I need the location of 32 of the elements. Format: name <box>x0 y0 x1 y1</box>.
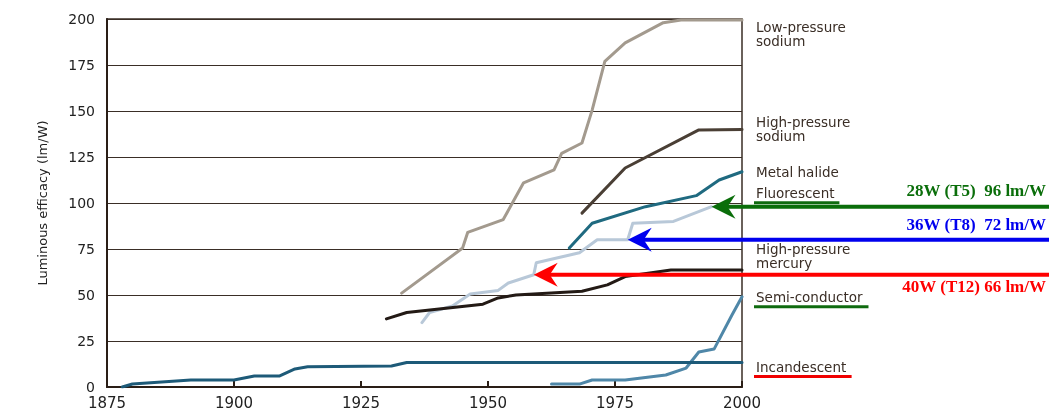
y-tick-label: 200 <box>68 11 95 27</box>
line-series <box>567 170 744 250</box>
x-tick-label: 1900 <box>214 393 254 412</box>
y-tick-label: 150 <box>68 103 95 119</box>
y-tick-label: 50 <box>77 287 95 303</box>
series-label: Metal halide <box>756 163 839 180</box>
series-label: High-pressure sodium <box>756 114 851 145</box>
y-tick-label: 25 <box>77 333 95 349</box>
line-series <box>550 295 744 386</box>
line-series <box>400 18 744 295</box>
y-axis-title: Luminous efficacy (lm/W) <box>35 120 50 286</box>
y-tick-label: 175 <box>68 57 95 73</box>
x-tick-label: 1950 <box>468 393 508 412</box>
series-label: Incandescent <box>756 358 847 375</box>
y-tick-label: 0 <box>86 379 95 395</box>
text: 36W (T8) 72 lm/W <box>906 214 1046 234</box>
y-tick-label: 100 <box>68 195 95 211</box>
series-label: Semi-conductor <box>756 288 863 305</box>
line-series <box>580 127 744 215</box>
line-series <box>120 361 744 389</box>
x-tick-label: 1875 <box>87 393 127 412</box>
y-tick-label: 125 <box>68 149 95 165</box>
text: 28W (T5) 96 lm/W <box>906 180 1046 200</box>
line-series <box>384 268 744 321</box>
y-tick-label: 75 <box>77 241 95 257</box>
x-tick-label: 1975 <box>595 393 635 412</box>
x-tick-label: 1925 <box>341 393 381 412</box>
series-label: Low-pressure sodium <box>756 18 846 49</box>
text: Fluorescent <box>756 184 835 201</box>
series-label: High-pressure mercury <box>756 240 851 271</box>
text: 40W (T12) 66 lm/W <box>902 276 1046 296</box>
x-tick-label: 2000 <box>722 393 762 412</box>
